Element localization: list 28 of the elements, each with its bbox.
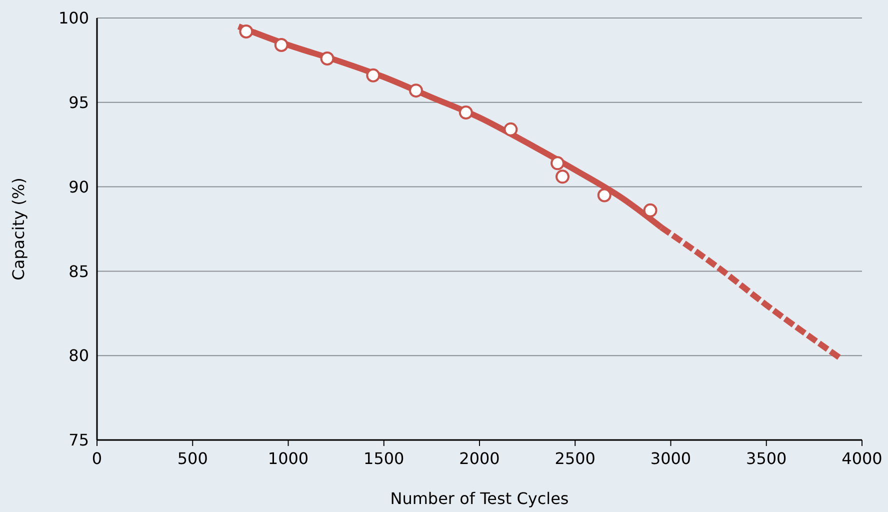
x-axis-title: Number of Test Cycles (390, 489, 569, 508)
y-tick-label: 90 (68, 177, 89, 196)
point (239, 24, 254, 39)
x-tick-label: 2500 (554, 449, 596, 468)
y-tick-label: 100 (58, 8, 89, 28)
x-tick-label: 0 (92, 449, 102, 468)
x-tick-label: 4000 (842, 449, 882, 468)
point (409, 84, 424, 98)
y-tick-label: 95 (68, 93, 89, 112)
x-tick-label: 3000 (650, 449, 692, 468)
point (458, 106, 473, 120)
point (504, 122, 518, 136)
point (643, 203, 658, 218)
point (597, 188, 612, 202)
point (556, 170, 570, 184)
point (366, 68, 380, 82)
y-tick-label: 75 (68, 430, 89, 450)
x-tick-label: 1000 (268, 449, 309, 468)
point (550, 156, 565, 170)
x-tick-label: 1500 (364, 449, 404, 468)
x-tick-label: 3500 (746, 449, 787, 468)
y-tick-label: 85 (68, 262, 89, 281)
y-axis-title: Capacity (%) (9, 178, 28, 280)
x-tick-label: 2000 (459, 449, 500, 468)
point (274, 38, 288, 52)
x-tick-label: 500 (177, 449, 208, 468)
point (320, 52, 334, 66)
y-tick-label: 80 (68, 346, 89, 366)
